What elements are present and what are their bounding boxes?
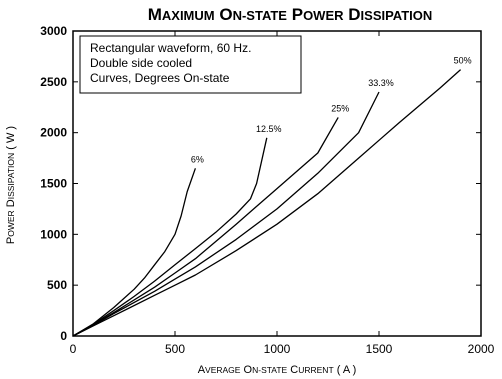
x-tick-label: 2000 xyxy=(468,342,495,356)
series-line-25pct xyxy=(72,117,339,337)
series-line-6pct xyxy=(72,168,197,337)
annotation-frame xyxy=(79,35,302,94)
x-tick-label: 1000 xyxy=(264,342,291,356)
y-axis-label: POWER DISSIPATION ( W ) xyxy=(5,126,17,244)
series-line-50pct xyxy=(72,69,462,337)
series-label-6pct: 6% xyxy=(191,154,204,164)
annotation-line-1: Rectangular waveform, 60 Hz. xyxy=(90,41,251,55)
series-label-33-3pct: 33.3% xyxy=(368,78,394,88)
chart-title: MAXIMUM ON-STATE POWER DISSIPATION xyxy=(148,5,433,24)
series-label-50pct: 50% xyxy=(454,56,472,66)
annotation-line-3: Curves, Degrees On-state xyxy=(90,71,230,85)
series-labels: 6% 12.5% 25% 33.3% 50% xyxy=(191,56,472,165)
y-tick-label: 3000 xyxy=(40,24,67,38)
y-tick-label: 1000 xyxy=(40,227,67,241)
y-tick-label: 2000 xyxy=(40,126,67,140)
series-line-33-3pct xyxy=(72,91,380,337)
axis-ticks: 0 500 1000 1500 2000 0 500 1000 1500 2000 2500 3000 xyxy=(40,24,494,356)
y-tick-label: 1500 xyxy=(40,177,67,191)
annotation-box: Rectangular waveform, 60 Hz. Double side… xyxy=(79,35,302,94)
annotation-line-2: Double side cooled xyxy=(90,56,192,70)
y-tick-label: 2500 xyxy=(40,75,67,89)
series-label-12-5pct: 12.5% xyxy=(256,124,282,134)
y-tick-label: 0 xyxy=(60,329,67,343)
x-tick-label: 1500 xyxy=(366,342,393,356)
x-tick-label: 0 xyxy=(70,342,77,356)
series-line-12-5pct xyxy=(72,137,268,337)
x-axis-label: AVERAGE ON-STATE CURRENT ( A ) xyxy=(198,364,357,376)
series-lines xyxy=(72,69,462,337)
series-label-25pct: 25% xyxy=(331,103,349,113)
x-tick-label: 500 xyxy=(165,342,185,356)
y-tick-label: 500 xyxy=(47,278,67,292)
